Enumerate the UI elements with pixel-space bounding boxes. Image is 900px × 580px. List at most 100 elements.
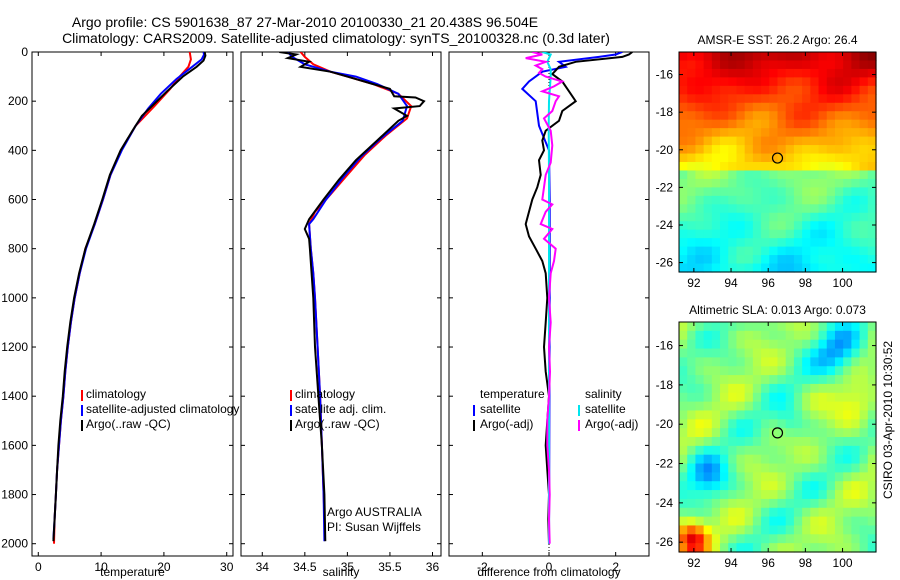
heatmap-cell bbox=[802, 525, 811, 535]
heatmap-cell bbox=[843, 255, 852, 265]
heatmap-cell bbox=[711, 187, 721, 197]
heatmap-cell bbox=[703, 498, 713, 509]
heatmap-cell bbox=[687, 212, 697, 222]
heatmap-cell bbox=[736, 498, 746, 509]
heatmap-cell bbox=[736, 330, 746, 341]
heatmap-cell bbox=[711, 525, 721, 535]
heatmap-cell bbox=[785, 52, 795, 62]
heatmap-cell bbox=[744, 111, 754, 121]
heatmap-cell bbox=[867, 516, 877, 527]
heatmap-cell bbox=[769, 204, 779, 214]
heatmap-cell bbox=[867, 375, 877, 385]
heatmap-cell bbox=[679, 52, 688, 62]
heatmap-cell bbox=[859, 170, 869, 180]
heatmap-cell bbox=[679, 472, 688, 482]
heatmap-cell bbox=[679, 94, 688, 104]
heatmap-cell bbox=[818, 170, 828, 180]
heatmap-cell bbox=[818, 507, 828, 518]
figure-title-line1: Argo profile: CS 5901638_87 27-Mar-2010 … bbox=[72, 14, 538, 30]
heatmap-cell bbox=[728, 357, 738, 367]
legend-label: satellite adj. clim. bbox=[295, 402, 386, 416]
heatmap-cell bbox=[859, 136, 869, 146]
heatmap-cell bbox=[687, 339, 697, 350]
heatmap-cell bbox=[720, 238, 729, 248]
heatmap-cell bbox=[695, 498, 705, 509]
heatmap-cell bbox=[802, 454, 811, 465]
heatmap-cell bbox=[810, 419, 820, 429]
heatmap-cell bbox=[728, 77, 738, 87]
heatmap-cell bbox=[818, 463, 828, 473]
heatmap-cell bbox=[826, 339, 836, 350]
heatmap-cell bbox=[720, 330, 729, 341]
heatmap-cell bbox=[687, 102, 697, 112]
heatmap-cell bbox=[793, 178, 803, 188]
heatmap-cell bbox=[785, 153, 795, 163]
heatmap-cell bbox=[834, 145, 844, 155]
heatmap-cell bbox=[679, 60, 688, 70]
x-tick-label: 35.5 bbox=[378, 560, 402, 574]
heatmap-cell bbox=[843, 366, 852, 376]
heatmap-cell bbox=[843, 419, 852, 429]
heatmap-cell bbox=[802, 322, 811, 332]
heatmap-cell bbox=[736, 145, 746, 155]
heatmap-cell bbox=[802, 490, 811, 500]
heatmap-cell bbox=[818, 238, 828, 248]
heatmap-cell bbox=[785, 454, 795, 465]
heatmap-cell bbox=[826, 472, 836, 482]
heatmap-cell bbox=[744, 128, 754, 138]
heatmap-cell bbox=[695, 463, 705, 473]
heatmap-cell bbox=[793, 229, 803, 239]
heatmap-cell bbox=[752, 68, 762, 78]
heatmap-cell bbox=[679, 445, 688, 456]
heatmap-cell bbox=[826, 238, 836, 248]
heatmap-cell bbox=[728, 178, 738, 188]
heatmap-cell bbox=[867, 401, 877, 412]
heatmap-cell bbox=[802, 437, 811, 447]
heatmap-cell bbox=[834, 516, 844, 527]
heatmap-cell bbox=[736, 94, 746, 104]
heatmap-cell bbox=[695, 507, 705, 518]
heatmap-cell bbox=[867, 102, 877, 112]
heatmap-cell bbox=[711, 212, 721, 222]
heatmap-cell bbox=[761, 221, 770, 231]
x-tick-label: 35 bbox=[341, 560, 355, 574]
heatmap-cell bbox=[695, 246, 705, 256]
legend-label: satellite bbox=[480, 402, 521, 416]
heatmap-cell bbox=[818, 472, 828, 482]
heatmap-cell bbox=[851, 392, 861, 403]
heatmap-cell bbox=[761, 178, 770, 188]
heatmap-cell bbox=[728, 204, 738, 214]
heatmap-cell bbox=[826, 77, 836, 87]
heatmap-cell bbox=[769, 330, 779, 341]
heatmap-cell bbox=[802, 419, 811, 429]
heatmap-cell bbox=[777, 212, 787, 222]
heatmap-cell bbox=[769, 463, 779, 473]
heatmap-cell bbox=[826, 525, 836, 535]
heatmap-cell bbox=[761, 238, 770, 248]
heatmap-cell bbox=[752, 454, 762, 465]
heatmap-cell bbox=[810, 481, 820, 491]
heatmap-cell bbox=[785, 238, 795, 248]
map-frame bbox=[678, 321, 877, 553]
heatmap-cell bbox=[761, 401, 770, 412]
x-tick-label: 34 bbox=[256, 560, 270, 574]
heatmap-cell bbox=[867, 162, 877, 172]
heatmap-cell bbox=[777, 77, 787, 87]
x-tick-label: 92 bbox=[687, 276, 701, 290]
heatmap-cell bbox=[687, 437, 697, 447]
heatmap-cell bbox=[720, 437, 729, 447]
heatmap-cell bbox=[679, 428, 688, 438]
heatmap-cell bbox=[728, 375, 738, 385]
y-tick-label: 1200 bbox=[1, 340, 28, 354]
heatmap-cell bbox=[777, 375, 787, 385]
heatmap-cell bbox=[859, 111, 869, 121]
heatmap-cell bbox=[761, 68, 770, 78]
heatmap-cell bbox=[695, 383, 705, 394]
heatmap-cell bbox=[761, 339, 770, 350]
heatmap-cell bbox=[736, 445, 746, 456]
heatmap-cell bbox=[720, 383, 729, 394]
heatmap-cell bbox=[793, 263, 803, 273]
heatmap-cell bbox=[728, 128, 738, 138]
heatmap-cell bbox=[695, 68, 705, 78]
heatmap-cell bbox=[793, 136, 803, 146]
